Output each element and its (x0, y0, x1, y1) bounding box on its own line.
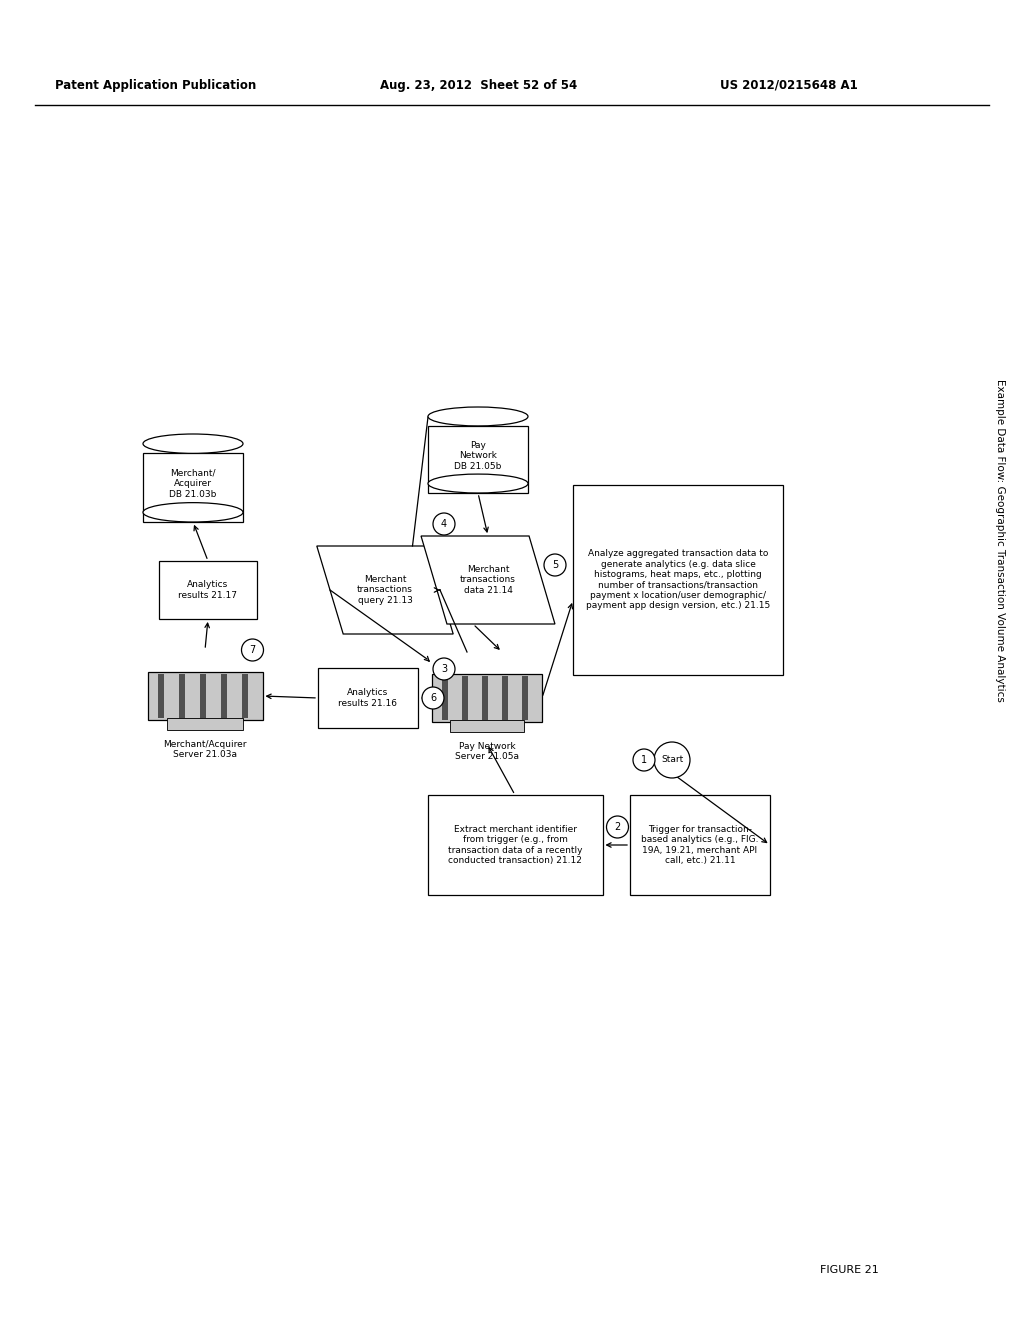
Text: Pay Network
Server 21.05a: Pay Network Server 21.05a (455, 742, 519, 762)
Circle shape (654, 742, 690, 777)
Bar (179, 675, 185, 718)
Text: Merchant/Acquirer
Server 21.03a: Merchant/Acquirer Server 21.03a (163, 741, 247, 759)
FancyBboxPatch shape (432, 675, 542, 722)
FancyBboxPatch shape (147, 672, 262, 719)
Text: Merchant
transactions
query 21.13: Merchant transactions query 21.13 (357, 576, 413, 605)
Circle shape (433, 657, 455, 680)
Circle shape (242, 639, 263, 661)
Text: 6: 6 (430, 693, 436, 704)
Bar (200, 675, 206, 718)
Text: Example Data Flow: Geographic Transaction Volume Analytics: Example Data Flow: Geographic Transactio… (995, 379, 1005, 701)
Polygon shape (421, 536, 555, 624)
Ellipse shape (143, 434, 243, 453)
Text: FIGURE 21: FIGURE 21 (820, 1265, 879, 1275)
Text: US 2012/0215648 A1: US 2012/0215648 A1 (720, 78, 858, 91)
Circle shape (422, 686, 444, 709)
Ellipse shape (428, 407, 528, 426)
Polygon shape (316, 546, 454, 634)
Text: Patent Application Publication: Patent Application Publication (55, 78, 256, 91)
Text: Analytics
results 21.17: Analytics results 21.17 (178, 581, 238, 599)
Ellipse shape (143, 503, 243, 521)
Text: Pay
Network
DB 21.05b: Pay Network DB 21.05b (455, 441, 502, 470)
Bar (522, 676, 528, 719)
Text: Merchant/
Acquirer
DB 21.03b: Merchant/ Acquirer DB 21.03b (169, 469, 217, 499)
Text: 7: 7 (250, 645, 256, 655)
Ellipse shape (428, 474, 528, 492)
Bar (462, 676, 468, 719)
Circle shape (633, 748, 655, 771)
Bar (482, 676, 488, 719)
Circle shape (544, 554, 566, 576)
Text: 4: 4 (441, 519, 447, 529)
FancyBboxPatch shape (427, 795, 602, 895)
Text: 3: 3 (441, 664, 447, 675)
Text: Start: Start (660, 755, 683, 764)
Text: Aug. 23, 2012  Sheet 52 of 54: Aug. 23, 2012 Sheet 52 of 54 (380, 78, 578, 91)
Text: Trigger for transaction-
based analytics (e.g., FIG.
19A, 19.21, merchant API
ca: Trigger for transaction- based analytics… (641, 825, 759, 865)
Text: Extract merchant identifier
from trigger (e.g., from
transaction data of a recen: Extract merchant identifier from trigger… (447, 825, 583, 865)
Bar (221, 675, 227, 718)
Bar (158, 675, 164, 718)
FancyBboxPatch shape (159, 561, 257, 619)
Text: Analyze aggregated transaction data to
generate analytics (e.g. data slice
histo: Analyze aggregated transaction data to g… (586, 549, 770, 610)
Text: 5: 5 (552, 560, 558, 570)
Bar (242, 675, 248, 718)
Bar (428, 426, 528, 492)
Text: 2: 2 (614, 822, 621, 832)
FancyBboxPatch shape (630, 795, 770, 895)
Text: 1: 1 (641, 755, 647, 766)
Bar (167, 718, 244, 730)
Bar (442, 676, 449, 719)
Bar (451, 719, 523, 733)
Bar (143, 453, 243, 521)
Text: Analytics
results 21.16: Analytics results 21.16 (339, 688, 397, 708)
FancyBboxPatch shape (573, 484, 783, 675)
Text: Merchant
transactions
data 21.14: Merchant transactions data 21.14 (460, 565, 516, 595)
FancyBboxPatch shape (318, 668, 418, 729)
Bar (502, 676, 508, 719)
Circle shape (606, 816, 629, 838)
Circle shape (433, 513, 455, 535)
